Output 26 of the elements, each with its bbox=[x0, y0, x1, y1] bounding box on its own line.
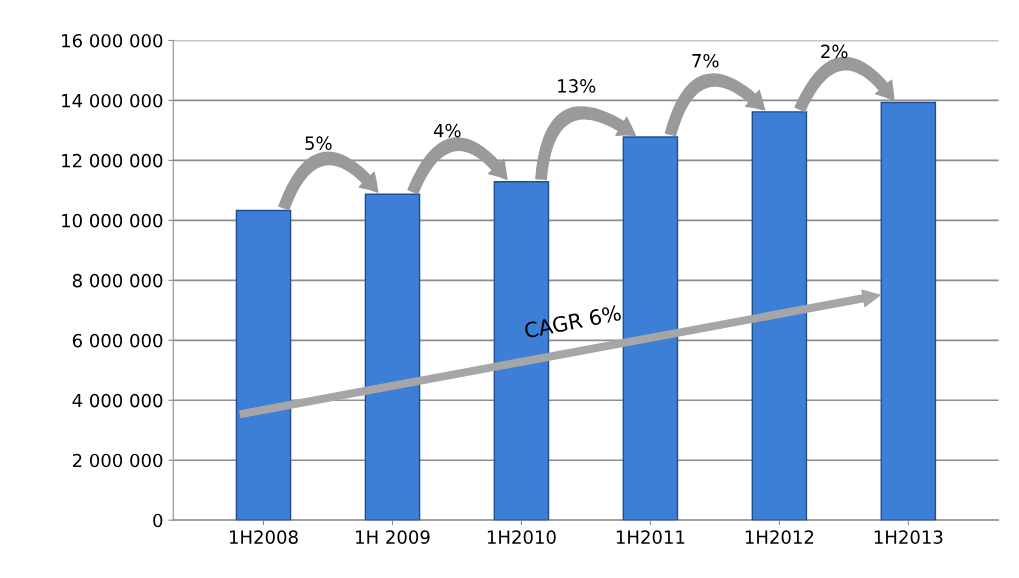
x-tick-label: 1H2010 bbox=[487, 530, 556, 544]
annotation: 4% bbox=[433, 123, 461, 138]
bar bbox=[751, 111, 808, 521]
bar bbox=[364, 193, 421, 521]
y-tick-label: 12 000 000 bbox=[62, 153, 163, 168]
x-tick-label: 1H2008 bbox=[229, 530, 298, 544]
y-tick-label: 16 000 000 bbox=[62, 33, 163, 48]
bar bbox=[235, 209, 292, 521]
y-tick-label: 10 000 000 bbox=[62, 213, 163, 228]
y-tick-label: 8 000 000 bbox=[72, 273, 163, 288]
y-tick-label: 6 000 000 bbox=[72, 333, 163, 348]
bar bbox=[880, 101, 937, 521]
x-tick-label: 1H2011 bbox=[616, 530, 685, 544]
annotation: 13% bbox=[558, 79, 596, 93]
x-tick-label: 1H 2009 bbox=[356, 530, 430, 544]
x-tick-label: 1H2013 bbox=[874, 530, 943, 544]
annotation: 2% bbox=[821, 44, 848, 59]
y-tick-label: 4 000 000 bbox=[72, 393, 163, 408]
y-tick-label: 0 bbox=[153, 513, 163, 528]
bar bbox=[622, 136, 679, 521]
annotation: 7% bbox=[692, 53, 719, 68]
y-tick-label: 14 000 000 bbox=[62, 93, 163, 108]
annotation: 5% bbox=[305, 136, 332, 150]
annotation: CAGR 6% bbox=[523, 304, 622, 339]
x-tick-label: 1H2012 bbox=[745, 530, 814, 544]
y-tick-label: 2 000 000 bbox=[72, 453, 163, 468]
